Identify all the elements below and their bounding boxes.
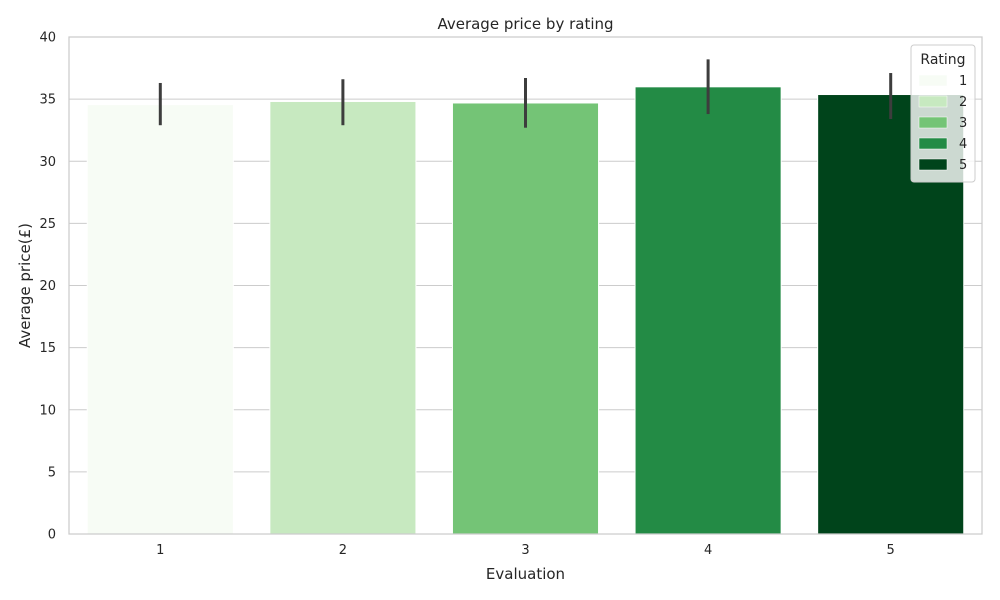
legend-label: 5	[959, 158, 967, 173]
y-axis-ticks: 0 5 10 15 20 25 30 35 40	[39, 31, 56, 543]
x-tick-label: 5	[887, 543, 895, 558]
y-tick-label: 20	[39, 279, 56, 294]
legend-label: 3	[959, 116, 967, 131]
legend-label: 2	[959, 95, 967, 110]
y-tick-label: 30	[39, 155, 56, 170]
bar-2	[269, 100, 417, 535]
legend-swatch-2	[918, 95, 948, 108]
x-tick-label: 3	[521, 543, 529, 558]
x-axis-title: Evaluation	[486, 565, 565, 583]
legend-title: Rating	[920, 52, 965, 68]
legend-label: 4	[959, 137, 967, 152]
bar-1	[86, 104, 234, 535]
legend-items: 1 2 3 4 5	[918, 74, 967, 173]
bars	[86, 86, 965, 535]
error-bars	[158, 59, 893, 128]
y-tick-label: 0	[48, 528, 56, 543]
x-tick-label: 4	[704, 543, 712, 558]
legend: Rating 1 2 3 4 5	[910, 44, 976, 183]
y-axis-title: Average price(£)	[16, 223, 34, 348]
legend-swatch-4	[918, 137, 948, 150]
y-tick-label: 5	[48, 465, 56, 480]
plot-frame	[68, 36, 983, 535]
legend-swatch-5	[918, 158, 948, 171]
y-tick-label: 25	[39, 217, 56, 232]
bar-3	[451, 102, 600, 535]
y-tick-label: 10	[39, 403, 56, 418]
chart-title: Average price by rating	[437, 15, 613, 33]
y-tick-label: 35	[39, 93, 56, 108]
x-tick-label: 2	[339, 543, 347, 558]
x-axis-ticks: 1 2 3 4 5	[156, 543, 895, 558]
bar-4	[634, 86, 782, 535]
y-tick-label: 15	[39, 341, 56, 356]
legend-swatch-1	[918, 74, 948, 87]
legend-label: 1	[959, 74, 967, 89]
x-tick-label: 1	[156, 543, 164, 558]
y-tick-label: 40	[39, 31, 56, 46]
legend-swatch-3	[918, 116, 948, 129]
